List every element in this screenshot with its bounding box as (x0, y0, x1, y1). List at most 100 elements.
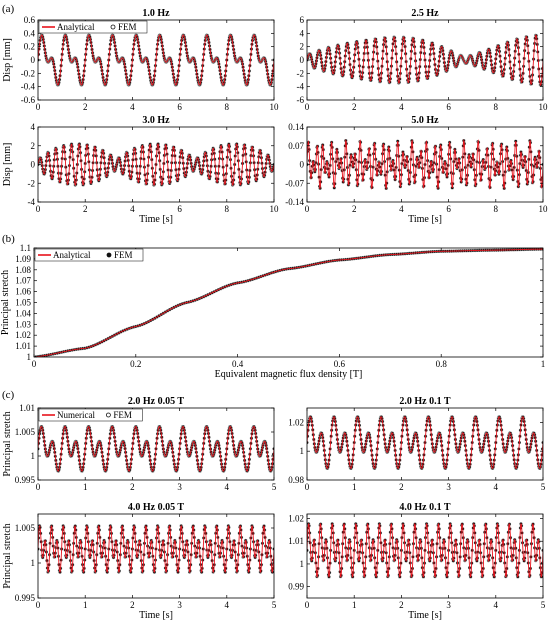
x-tick-label: 0 (36, 102, 41, 112)
x-tick-label: 0 (305, 600, 310, 610)
y-axis-label: Principal stretch (2, 523, 13, 588)
y-axis-label: Disp [mm] (2, 38, 13, 82)
y-tick-label: 1.09 (15, 254, 31, 264)
x-tick-label: 5 (541, 482, 546, 492)
y-tick-label: 0.2 (24, 42, 35, 52)
y-tick-label: 1.02 (288, 417, 304, 427)
x-tick-label: 1 (83, 482, 88, 492)
legend-label: FEM (113, 410, 132, 420)
x-tick-label: 8 (225, 204, 230, 214)
x-tick-label: 5 (541, 600, 546, 610)
x-tick-label: 2 (83, 204, 88, 214)
y-tick-label: 1.005 (15, 523, 36, 533)
y-tick-label: 1.06 (15, 287, 31, 297)
y-tick-label: -0.6 (21, 95, 36, 105)
legend-label: FEM (118, 22, 137, 32)
panel-label-a: (a) (2, 3, 15, 15)
data-layer (307, 415, 543, 471)
x-tick-label: 6 (446, 204, 451, 214)
analytical-line (307, 416, 543, 469)
y-tick-label: -4 (28, 197, 36, 207)
y-tick-label: 1.005 (15, 427, 36, 437)
data-layer (38, 142, 274, 187)
y-tick-label: 1 (31, 451, 36, 461)
y-tick-label: 6 (300, 15, 305, 25)
subplot-title: 5.0 Hz (411, 115, 439, 126)
y-tick-label: 0.995 (15, 475, 36, 485)
x-axis-label: Equivalent magnetic flux density [T] (215, 369, 363, 380)
subplot-title: 3.0 Hz (142, 115, 170, 126)
data-layer (38, 524, 274, 574)
analytical-line (38, 34, 274, 86)
legend-box (38, 20, 148, 34)
x-tick-label: 8 (494, 102, 499, 112)
data-layer (307, 33, 543, 87)
x-tick-label: 1 (541, 359, 546, 369)
x-tick-label: 4 (399, 102, 404, 112)
axes-box (37, 513, 275, 599)
data-layer (34, 248, 543, 357)
subplot-title: 2.0 Hz 0.05 T (128, 396, 185, 407)
panel-label-c: (c) (2, 389, 15, 401)
x-tick-label: 10 (270, 102, 280, 112)
x-tick-label: 0.2 (130, 359, 141, 369)
subplot-0: 0 2 4 6 8 10 -0.6 -0.4 -0.2 0 0.2 0.4 0.6 1.0 Hz Disp … (2, 8, 279, 112)
y-tick-label: 0.14 (288, 122, 304, 132)
y-tick-label: 1.03 (15, 319, 31, 329)
subplot-8: 0 1 2 3 4 5 0.99 1 1.01 1.02 4.0 Hz 0.1 T Time [s] (288, 502, 546, 620)
legend-label: Analytical (57, 22, 95, 32)
x-tick-label: 0 (32, 359, 37, 369)
y-tick-label: 0.99 (288, 582, 304, 592)
legend-label: FEM (114, 250, 133, 260)
x-axis-label: Time [s] (408, 214, 442, 225)
x-tick-label: 4 (130, 102, 135, 112)
x-tick-label: 0 (305, 204, 310, 214)
x-tick-label: 5 (272, 600, 277, 610)
plot-group: 0 2 4 6 8 10-0.6-0.4-0.200.20.40.61.0 HzDisp … (0, 8, 548, 620)
x-tick-label: 3 (177, 600, 182, 610)
x-tick-label: 3 (446, 482, 451, 492)
legend-box (34, 248, 144, 262)
y-tick-label: 1 (300, 559, 305, 569)
y-tick-label: 1.01 (19, 403, 35, 413)
x-tick-label: 10 (539, 102, 549, 112)
legend: Analytical FEM (34, 248, 144, 262)
subplot-title: 2.5 Hz (411, 8, 439, 19)
x-tick-label: 0.6 (334, 359, 346, 369)
x-tick-label: 2 (130, 482, 135, 492)
x-tick-label: 4 (225, 600, 230, 610)
x-tick-label: 0 (305, 482, 310, 492)
y-tick-label: 0.98 (288, 475, 304, 485)
x-tick-label: 2 (83, 102, 88, 112)
y-tick-label: 0 (300, 55, 305, 65)
x-tick-label: 1 (352, 600, 357, 610)
analytical-line (38, 425, 274, 472)
analytical-line (307, 34, 543, 86)
subplot-title: 4.0 Hz 0.05 T (128, 502, 185, 513)
legend-marker-swatch (106, 252, 112, 258)
subplot-1: 0 2 4 6 8 10 -6 -4 -2 0 2 4 6 2.5 Hz (297, 8, 549, 112)
legend-marker-swatch (110, 24, 116, 30)
axes-box (306, 407, 544, 481)
x-tick-label: 5 (272, 482, 277, 492)
y-tick-label: 0 (31, 160, 36, 170)
data-layer (38, 33, 274, 87)
y-tick-label: 2 (31, 141, 36, 151)
x-tick-label: 0.8 (436, 359, 448, 369)
axes-box (33, 247, 544, 358)
analytical-line (38, 143, 274, 186)
x-tick-label: 6 (177, 204, 182, 214)
subplot-7: 0 1 2 3 4 5 0.995 1 1.005 4.0 Hz 0.05 T Time [s] Pr… (2, 502, 277, 620)
x-tick-label: 2 (399, 600, 404, 610)
legend-label: Analytical (53, 250, 91, 260)
y-tick-label: -0.4 (21, 82, 36, 92)
subplot-3: 0 2 4 6 8 10 -0.14 -0.07 0 0.07 0.14 5.0 Hz Time [s] (285, 115, 548, 225)
y-tick-label: 1 (31, 558, 36, 568)
y-tick-label: 1 (300, 446, 305, 456)
y-tick-label: 1.02 (15, 330, 31, 340)
y-tick-label: -4 (297, 82, 305, 92)
y-tick-label: 1.02 (288, 514, 304, 524)
x-tick-label: 4 (494, 482, 499, 492)
subplot-title: 2.0 Hz 0.1 T (399, 396, 451, 407)
